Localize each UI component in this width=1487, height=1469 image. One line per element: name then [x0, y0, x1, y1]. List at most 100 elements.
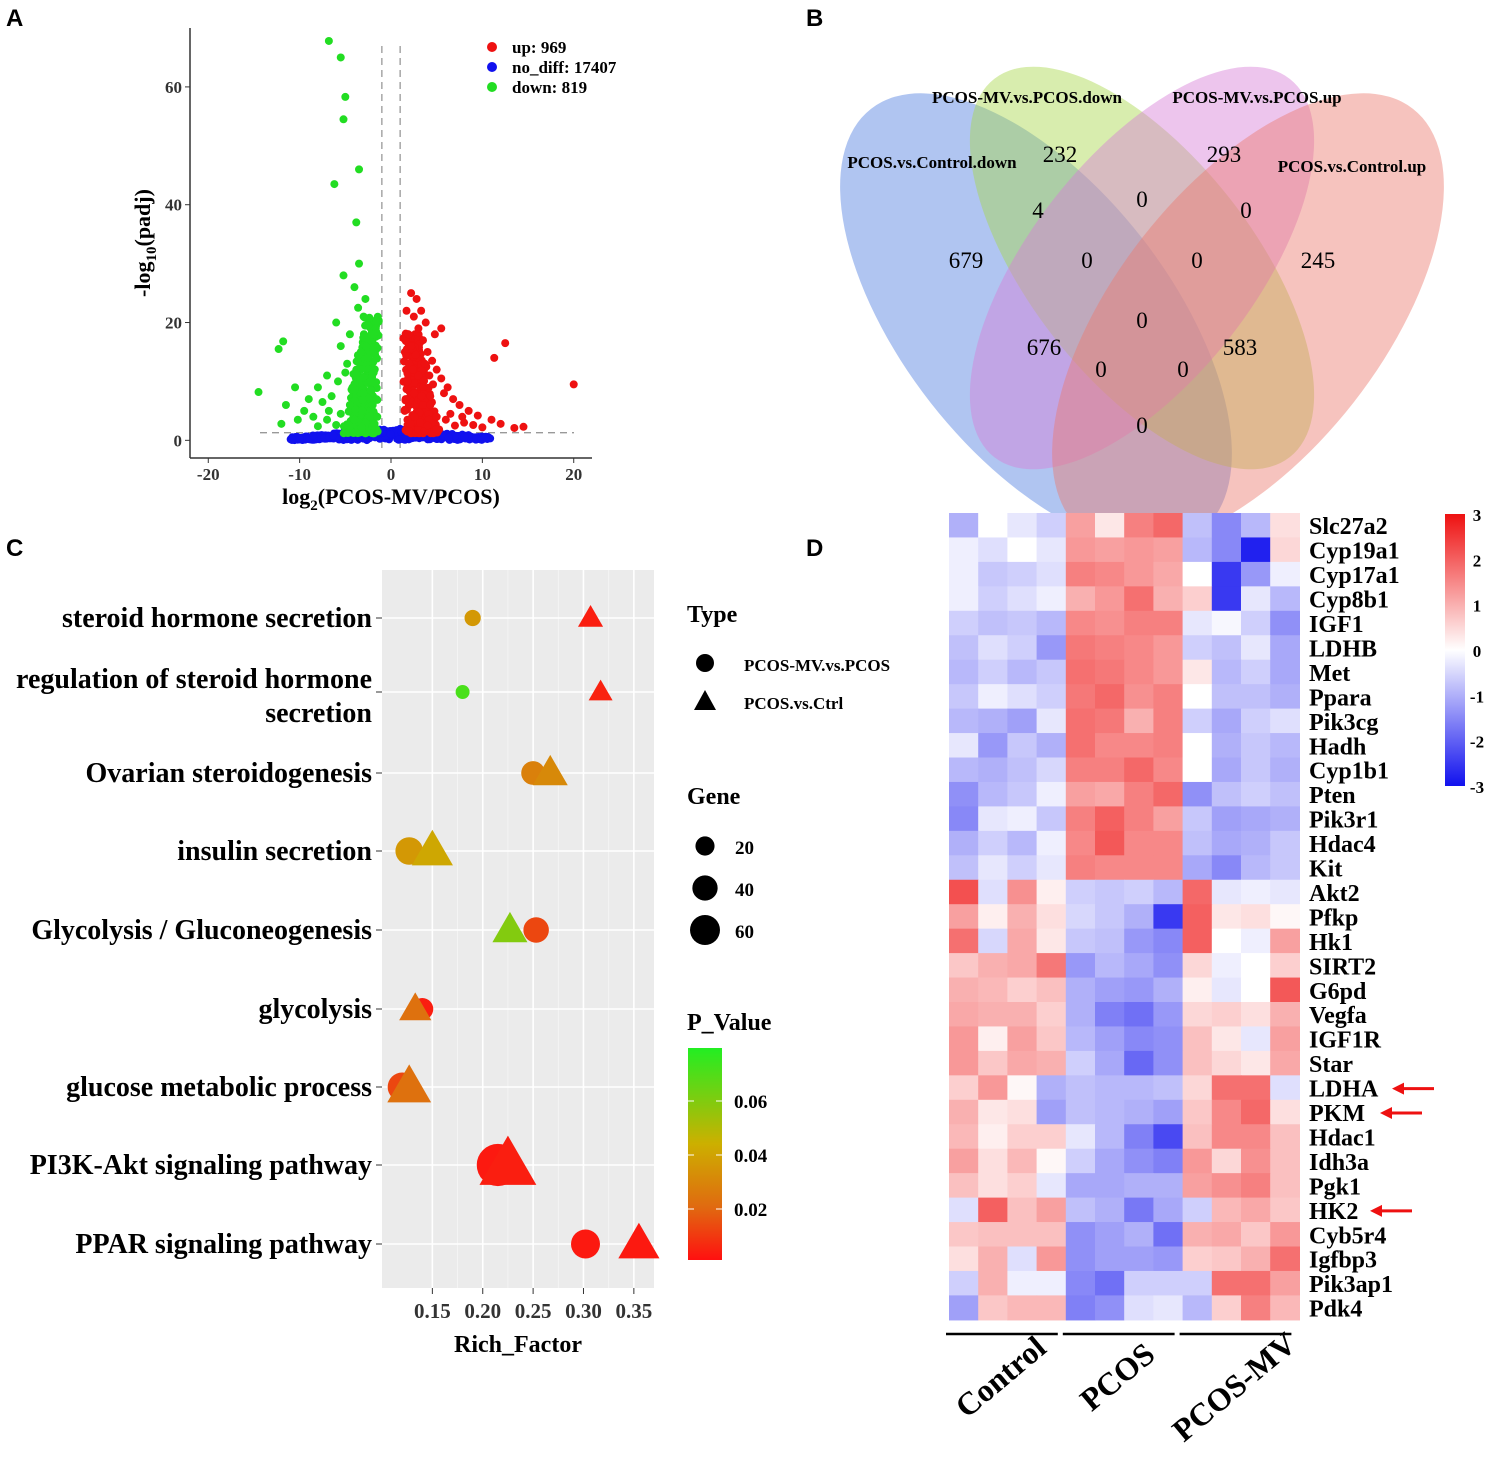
- heatmap-cell-ppara-11: [1270, 684, 1300, 710]
- volcano-point-up: [412, 294, 421, 303]
- heatmap-cell-hadh-6: [1124, 733, 1154, 759]
- volcano-point-up: [464, 406, 473, 415]
- enrichment-point-glycolysis-gluconeogenesis-pcos-vs-ctrl: [492, 911, 528, 943]
- heatmap-cell-igf1-8: [1182, 610, 1213, 636]
- heatmap-cell-ldhb-4: [1065, 635, 1096, 661]
- heatmap-cell-vegfa-1: [978, 1002, 1008, 1028]
- heatmap-cell-pik3cg-5: [1095, 708, 1125, 734]
- heatmap-cell-ppara-7: [1153, 684, 1184, 710]
- volcano-point-down: [313, 422, 322, 431]
- heatmap-cell-ldha-4: [1065, 1075, 1096, 1101]
- heatmap-cell-pgk1-8: [1182, 1173, 1213, 1199]
- heatmap-cell-ppara-1: [978, 684, 1008, 710]
- heatmap-cell-slc27a2-0: [949, 513, 979, 539]
- volcano-point-no-diff: [460, 433, 469, 442]
- heatmap-cell-pik3r1-4: [1065, 806, 1096, 832]
- heatmap-cell-pdk4-2: [1007, 1295, 1038, 1321]
- panel-label-a: A: [6, 5, 23, 32]
- heatmap-cell-cyp8b1-6: [1124, 586, 1154, 612]
- heatmap-cell-cyp17a1-7: [1153, 561, 1184, 587]
- heatmap-cell-kit-11: [1270, 855, 1300, 881]
- heatmap-cell-pgk1-5: [1095, 1173, 1125, 1199]
- volcano-point-up: [473, 411, 482, 420]
- volcano-point-no-diff: [444, 433, 453, 442]
- volcano-point-no-diff: [295, 434, 304, 443]
- volcano-point-down: [300, 406, 309, 415]
- volcano-point-down: [372, 395, 381, 404]
- volcano-point-down: [369, 429, 378, 438]
- heatmap-cell-igfbp3-9: [1211, 1246, 1242, 1272]
- heatmap-cell-kit-1: [978, 855, 1008, 881]
- volcano-point-down: [362, 342, 371, 351]
- heatmap-cell-hdac1-7: [1153, 1124, 1184, 1150]
- heatmap-cell-hdac4-6: [1124, 830, 1154, 856]
- heatmap-cell-idh3a-7: [1153, 1148, 1184, 1174]
- heatmap-cell-pdk4-6: [1124, 1295, 1154, 1321]
- heatmap-cell-akt2-5: [1095, 879, 1125, 905]
- heatmap-cell-pik3cg-2: [1007, 708, 1038, 734]
- heatmap-cell-igfbp3-4: [1065, 1246, 1096, 1272]
- volcano-point-down: [355, 259, 364, 268]
- volcano-point-down: [341, 368, 350, 377]
- venn-count-pcos-vs-control-down--pcos-mv-vs-pcos-down--pcos-vs-control-up: 0: [1177, 357, 1189, 382]
- enrichment-term-steroid-hormone-secretion: steroid hormone secretion: [62, 603, 372, 634]
- heatmap-cell-cyp1b1-7: [1153, 757, 1184, 783]
- volcano-point-down: [369, 345, 378, 354]
- heatmap-cell-igfbp3-3: [1036, 1246, 1067, 1272]
- enrichment-x-tick-label: 0.35: [615, 1299, 652, 1323]
- heatmap-cell-hdac4-9: [1211, 830, 1242, 856]
- heatmap-cell-met-9: [1211, 659, 1242, 685]
- heatmap-cell-pkm-0: [949, 1099, 979, 1125]
- heatmap-cell-cyp1b1-11: [1270, 757, 1300, 783]
- heatmap-cell-cyp19a1-7: [1153, 537, 1184, 563]
- volcano-y-tick-label: 20: [165, 314, 182, 333]
- volcano-point-up: [425, 371, 434, 380]
- volcano-point-up: [437, 324, 446, 333]
- volcano-point-down: [359, 312, 368, 321]
- volcano-point-down: [281, 400, 290, 409]
- heatmap-cell-pik3r1-1: [978, 806, 1008, 832]
- heatmap-cell-cyp19a1-2: [1007, 537, 1038, 563]
- panel-label-d: D: [806, 535, 823, 562]
- volcano-point-down: [368, 400, 377, 409]
- volcano-point-up: [458, 412, 467, 421]
- heatmap-gene-labels: Slc27a2Cyp19a1Cyp17a1Cyp8b1IGF1LDHBMetPp…: [1309, 514, 1400, 1322]
- volcano-point-down: [361, 294, 370, 303]
- heatmap-cell-cyp1b1-2: [1007, 757, 1038, 783]
- heatmap-cell-idh3a-10: [1241, 1148, 1271, 1174]
- heatmap-cell-hdac1-9: [1211, 1124, 1242, 1150]
- heatmap-cell-pik3cg-3: [1036, 708, 1067, 734]
- heatmap-cell-igf1-10: [1241, 610, 1271, 636]
- heatmap-colorbar-tick-label: 2: [1473, 551, 1482, 570]
- heatmap-cell-hk2-9: [1211, 1197, 1242, 1223]
- volcano-legend-label: no_diff: 17407: [512, 58, 617, 77]
- heatmap-colorbar-tick-label: 0: [1473, 642, 1482, 661]
- volcano-point-up: [429, 380, 438, 389]
- heatmap-cell-pten-7: [1153, 781, 1184, 807]
- heatmap-gene-label-igfbp3: Igfbp3: [1309, 1248, 1377, 1274]
- heatmap-cell-ppara-10: [1241, 684, 1271, 710]
- heatmap-cell-cyp17a1-8: [1182, 561, 1213, 587]
- enrichment-term-regulation-of-steroid-hormone-secretion: regulation of steroid hormone secretion: [16, 664, 372, 729]
- heatmap-cell-ldha-2: [1007, 1075, 1038, 1101]
- heatmap-cell-ldhb-0: [949, 635, 979, 661]
- enrichment-point-ppar-signaling-pathway-pcos-mv-vs-pcos: [570, 1229, 600, 1259]
- heatmap-cell-hk1-6: [1124, 928, 1154, 954]
- volcano-point-up: [421, 318, 430, 327]
- enrichment-points: [387, 605, 660, 1259]
- heatmap-cell-pik3r1-5: [1095, 806, 1125, 832]
- legend-pvalue-tick-label: 0.02: [734, 1200, 767, 1221]
- heatmap-cell-idh3a-5: [1095, 1148, 1125, 1174]
- heatmap-cell-pik3cg-10: [1241, 708, 1271, 734]
- heatmap-cell-cyp19a1-8: [1182, 537, 1213, 563]
- volcano-point-down: [293, 415, 302, 424]
- volcano-point-up: [501, 339, 510, 348]
- volcano-point-up: [418, 336, 427, 345]
- volcano-point-up: [405, 359, 414, 368]
- heatmap-cell-cyp19a1-6: [1124, 537, 1154, 563]
- heatmap-cell-pik3ap1-8: [1182, 1270, 1213, 1296]
- heatmap-cell-hdac1-1: [978, 1124, 1008, 1150]
- venn-count-pcos-mv-vs-pcos-up: 293: [1207, 142, 1242, 167]
- volcano-point-up: [408, 365, 417, 374]
- heatmap-gene-label-vegfa: Vegfa: [1309, 1003, 1367, 1029]
